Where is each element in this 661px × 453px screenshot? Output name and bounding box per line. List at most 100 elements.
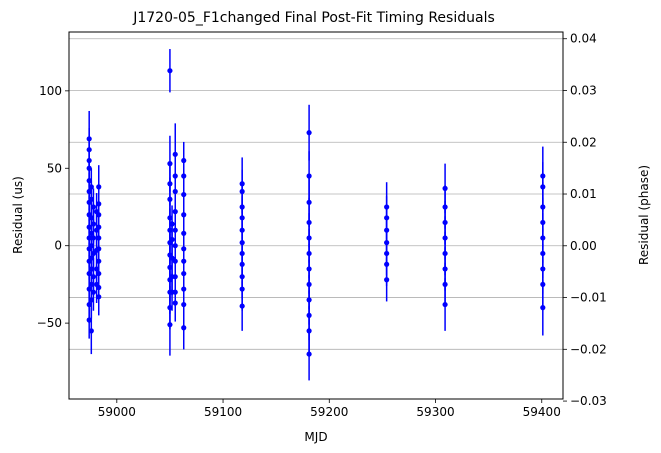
data-point (239, 250, 245, 257)
data-point (306, 312, 312, 318)
data-point (306, 281, 312, 288)
data-point (181, 230, 187, 236)
chart-title: J1720-05_F1changed Final Post-Fit Timing… (132, 10, 495, 26)
x-tick-label: 59400 (523, 405, 561, 419)
data-point (90, 221, 97, 227)
error-bars (88, 49, 544, 381)
data-point (172, 209, 178, 215)
data-point (306, 351, 312, 357)
data-point (384, 250, 390, 257)
data-point (442, 266, 448, 272)
data-point (540, 305, 546, 311)
data-point (88, 297, 94, 303)
data-point (96, 246, 102, 252)
y-tick-label-right: 0.02 (570, 135, 597, 149)
data-point (96, 270, 102, 277)
data-point (86, 235, 92, 241)
data-point (384, 204, 390, 210)
data-point (181, 173, 187, 179)
data-point (88, 184, 94, 190)
data-point (239, 261, 245, 267)
data-point (96, 258, 102, 264)
data-point (172, 258, 178, 264)
y-tick-label-right: 0.00 (570, 239, 597, 253)
data-point (96, 294, 102, 300)
y-tick-label-right: 0.04 (570, 32, 597, 46)
data-point (181, 191, 187, 198)
y-tick-label-right: −0.02 (570, 342, 607, 356)
data-point (306, 297, 312, 303)
data-point (442, 281, 448, 288)
data-point (167, 305, 173, 311)
data-point (169, 255, 175, 261)
data-point (86, 165, 92, 171)
data-point (540, 250, 546, 257)
grid-lines (69, 38, 563, 350)
data-point (88, 266, 94, 272)
data-point (181, 325, 187, 331)
x-axis-label: MJD (304, 430, 327, 444)
data-point (90, 235, 97, 241)
data-point (306, 199, 312, 205)
data-point (442, 185, 448, 192)
data-point (167, 227, 173, 233)
data-point (88, 255, 94, 261)
data-point (167, 196, 173, 202)
y-axis-label-right: Residual (phase) (637, 165, 651, 265)
y-tick-label-right: 0.01 (570, 187, 597, 201)
y-axis-left: −50 0 50 100 (37, 84, 69, 330)
data-point (540, 173, 546, 179)
data-point (172, 188, 178, 195)
x-axis: 59000 59100 59200 59300 59400 (98, 399, 561, 419)
data-point (96, 201, 102, 207)
data-point (86, 301, 92, 308)
y-tick-label-right: −0.01 (570, 291, 607, 305)
data-point (88, 196, 94, 202)
data-point (172, 151, 178, 157)
data-point (239, 286, 245, 292)
data-point (442, 250, 448, 257)
data-point (88, 281, 94, 288)
data-point (384, 239, 390, 246)
data-point (306, 130, 312, 136)
y-tick-label-left: 0 (54, 239, 62, 253)
data-point (181, 301, 187, 308)
data-point (442, 235, 448, 241)
y-tick-label-left: −50 (37, 316, 62, 330)
data-point (306, 328, 312, 334)
y-tick-label-right: 0.03 (570, 83, 597, 97)
data-point (86, 286, 92, 292)
data-point (90, 274, 97, 280)
data-point (169, 236, 175, 243)
data-point (86, 157, 92, 164)
data-point (167, 161, 173, 167)
data-point (86, 224, 92, 230)
y-tick-label-left: 50 (47, 161, 62, 175)
x-tick-label: 59200 (310, 405, 348, 419)
data-point (181, 212, 187, 218)
x-tick-label: 59300 (416, 405, 454, 419)
data-point (172, 289, 178, 295)
data-point (442, 301, 448, 308)
data-point (239, 274, 245, 280)
data-point (306, 235, 312, 241)
data-point (384, 227, 390, 233)
data-point (88, 215, 94, 221)
data-point (86, 147, 92, 153)
data-point (540, 219, 546, 226)
data-point (239, 181, 245, 187)
data-point (540, 281, 546, 288)
data-point (239, 303, 245, 309)
data-point (239, 227, 245, 233)
data-point (169, 221, 175, 227)
data-point (181, 258, 187, 264)
data-point (181, 286, 187, 292)
data-point (442, 219, 448, 226)
data-point (540, 266, 546, 272)
data-point (384, 261, 390, 267)
data-point (239, 188, 245, 195)
data-point (172, 227, 178, 233)
data-point (90, 250, 97, 257)
data-point (172, 243, 178, 249)
